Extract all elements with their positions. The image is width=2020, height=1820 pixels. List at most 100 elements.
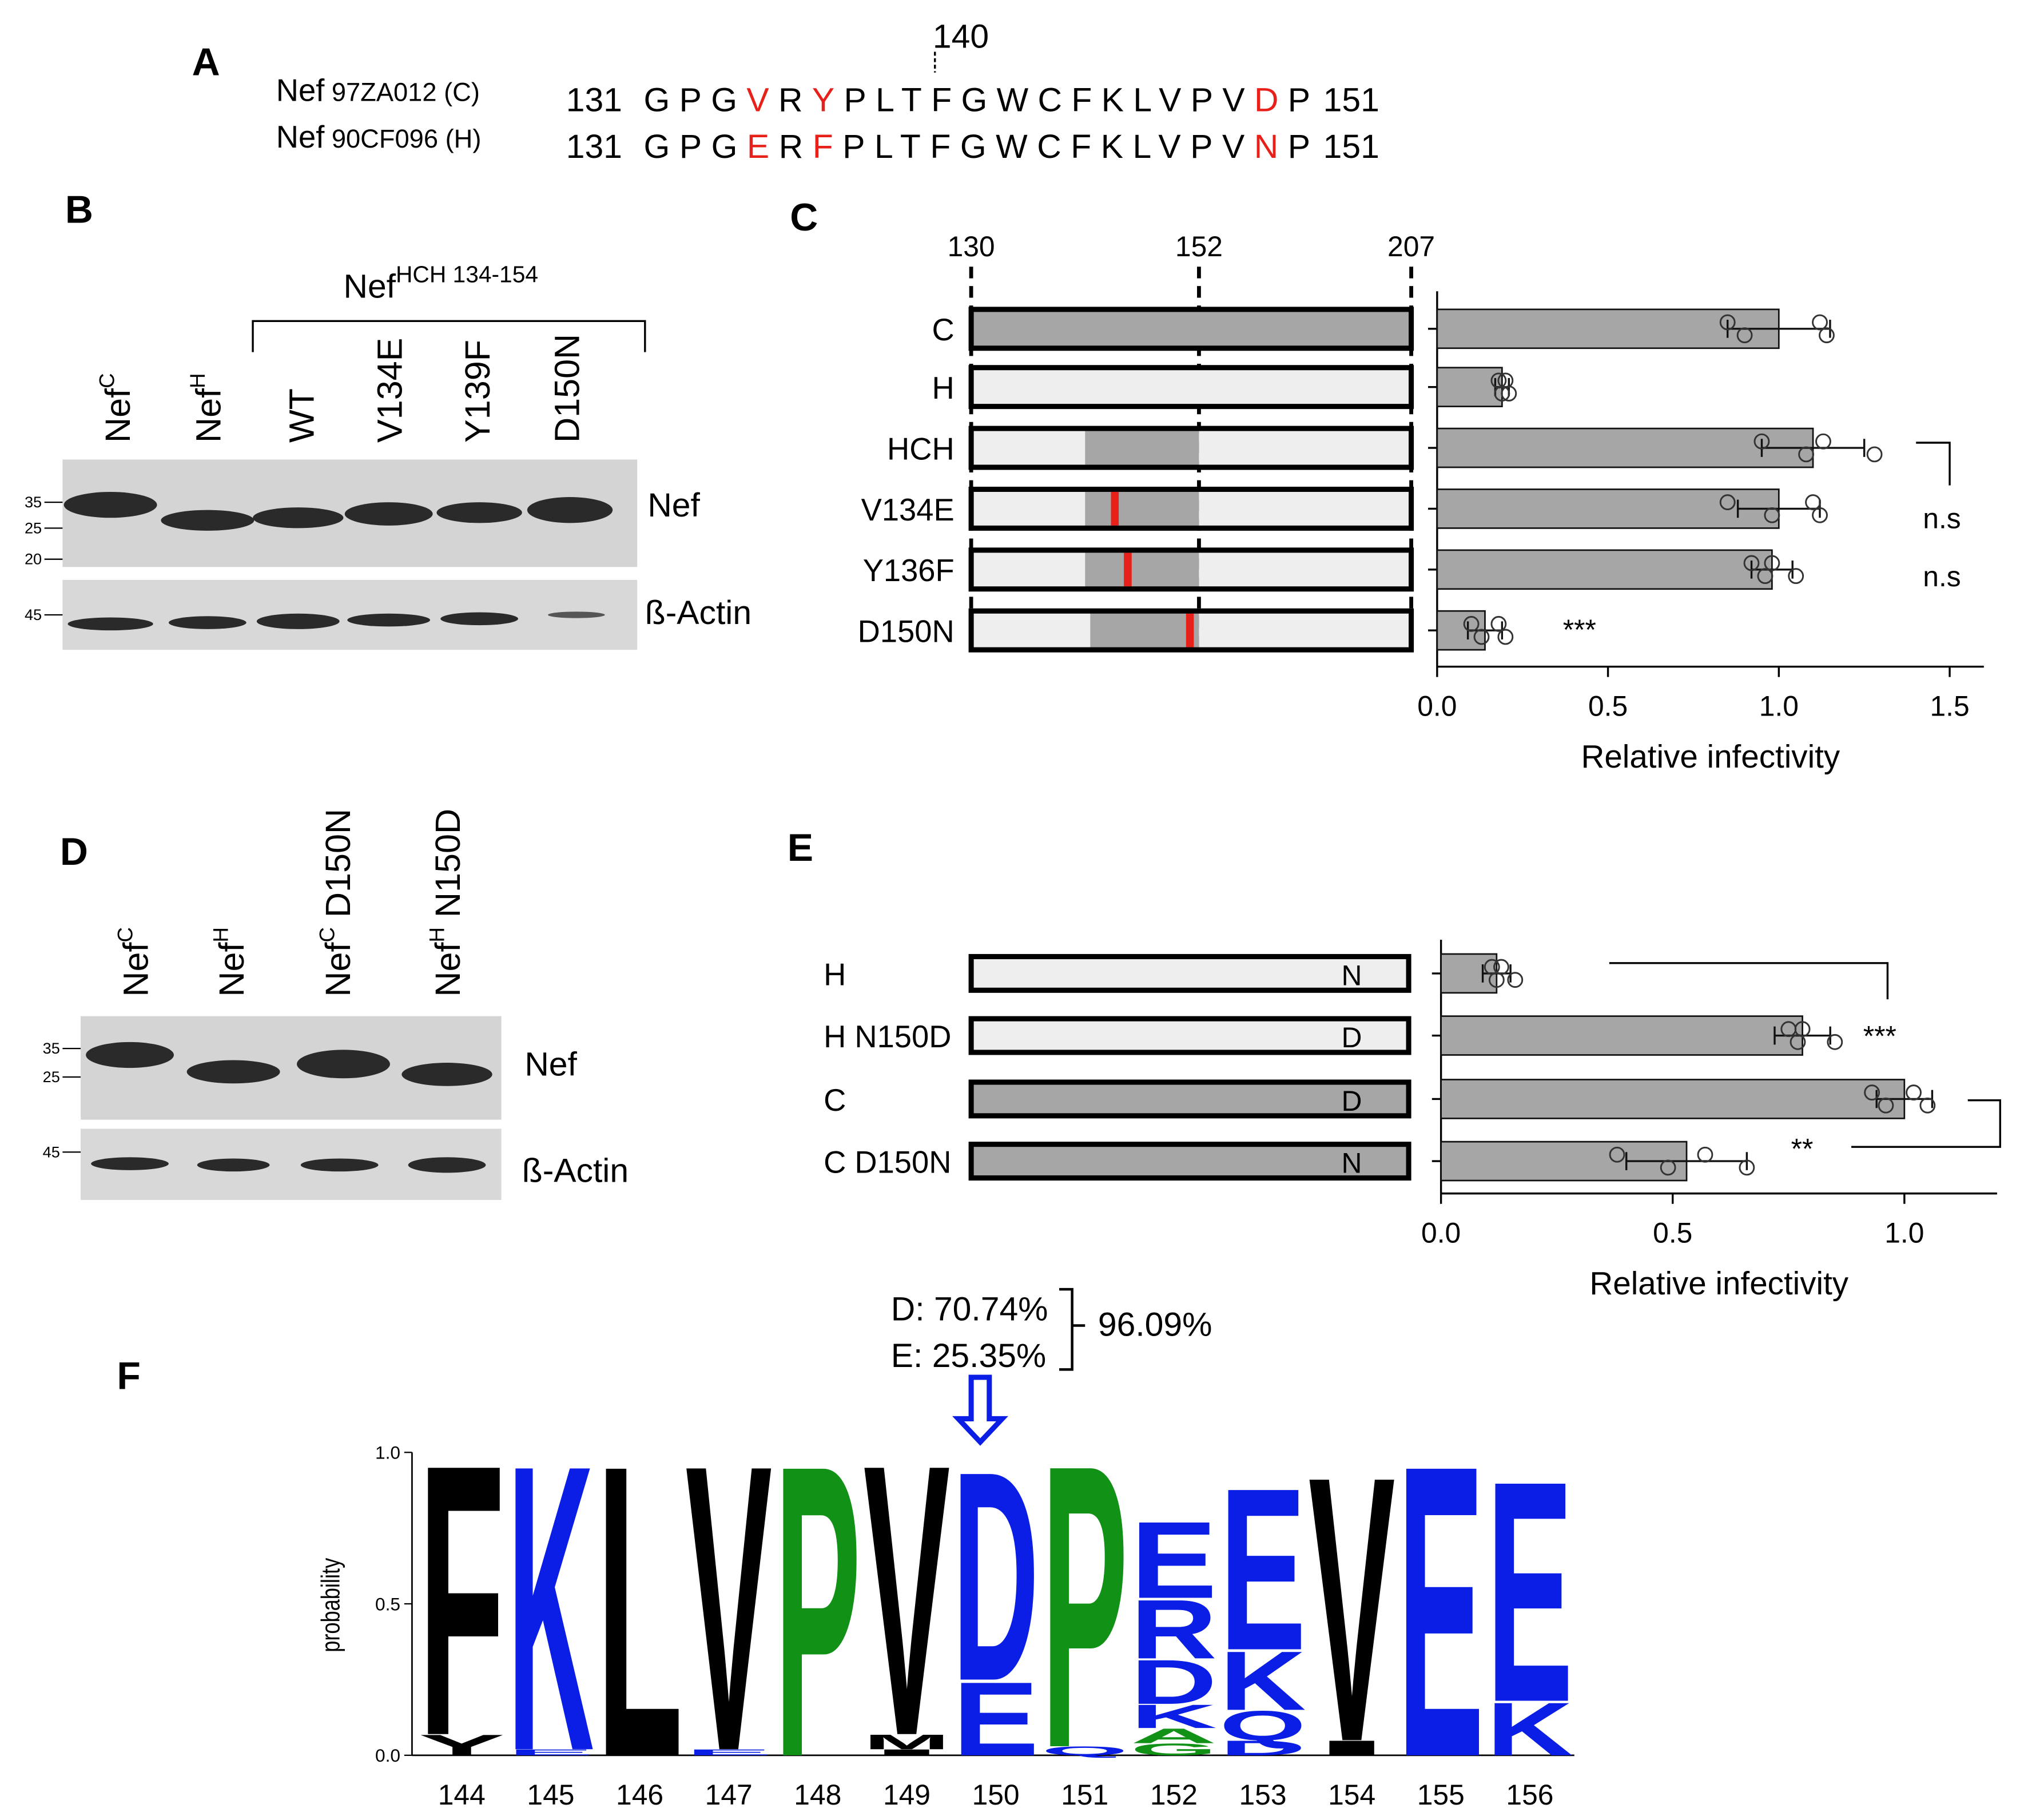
position-label: 152 — [1175, 231, 1223, 263]
arrow — [952, 1374, 1008, 1446]
lane-label: V134E — [370, 338, 409, 443]
data-point — [1864, 1084, 1880, 1101]
data-point — [1660, 1159, 1676, 1176]
construct-segment — [1085, 489, 1199, 528]
lane-sup: H — [426, 927, 449, 942]
data-point — [1757, 568, 1774, 585]
data-point — [1788, 568, 1804, 585]
y-tick-label: 0.5 — [375, 1594, 400, 1614]
residue-run: P — [1288, 128, 1310, 165]
construct-segment — [1199, 428, 1411, 467]
lane-sup: H — [209, 927, 233, 942]
logo-letter: D — [1131, 1647, 1217, 1718]
x-tick-label: 1.5 — [1930, 690, 1969, 722]
data-point — [1743, 555, 1760, 571]
y-tick-label: 1.0 — [375, 1443, 400, 1463]
panel-label: C — [790, 196, 818, 239]
data-point — [1906, 1084, 1922, 1101]
construct-outline — [968, 307, 1414, 351]
residue-run: E — [747, 128, 769, 165]
construct-segment — [1090, 611, 1199, 650]
bracket — [252, 320, 646, 352]
lane-sup: C — [96, 373, 119, 388]
lane-main: Y139F — [458, 340, 497, 443]
construct-segment — [971, 367, 1411, 407]
category-label: Y136F — [863, 553, 955, 588]
mutation-mark — [1124, 553, 1132, 587]
panel-label: E — [788, 826, 813, 869]
x-tick-label: 144 — [438, 1779, 486, 1811]
panel-label: D — [60, 830, 88, 873]
logo-letter: Q — [1219, 1702, 1306, 1749]
lane-label: NefH N150D — [426, 809, 467, 997]
construct-segment — [1199, 489, 1411, 528]
data-point — [1919, 1097, 1936, 1114]
logo-letter: I — [864, 1748, 950, 1757]
x-axis-label: Relative infectivity — [1581, 738, 1840, 774]
lane-label: D150N — [547, 334, 586, 443]
x-tick-label: 0.5 — [1588, 690, 1628, 722]
logo-letter: F — [419, 1384, 505, 1817]
data-point — [1463, 615, 1480, 632]
protein: Nef — [276, 120, 325, 154]
residue-run: GPG — [644, 82, 738, 119]
data-point — [1736, 327, 1753, 344]
lane-main: Nef — [428, 942, 467, 997]
lane-main: Nef — [98, 388, 137, 443]
logo-letter: E — [686, 1748, 772, 1757]
bar — [1440, 1015, 1803, 1056]
data-point — [1878, 1097, 1894, 1114]
seq-end: 151 — [1323, 128, 1379, 165]
construct — [968, 1016, 1411, 1055]
data-point — [1812, 507, 1828, 523]
data-point — [1497, 629, 1514, 645]
residue-run: PLTFGWCFKLVPV — [844, 82, 1245, 119]
logo-letter: D — [953, 1409, 1039, 1743]
construct-outline — [968, 608, 1414, 653]
construct-segment — [1199, 550, 1411, 589]
construct — [968, 1142, 1411, 1181]
data-point — [1819, 327, 1835, 344]
strain: 97ZA012 (C) — [324, 78, 480, 107]
data-point — [1764, 555, 1780, 571]
position-marker: 140 — [933, 18, 989, 55]
residue-run: V — [746, 82, 769, 119]
x-tick-label: 152 — [1150, 1779, 1198, 1811]
protein-label: Nef 97ZA012 (C) — [276, 73, 480, 108]
construct-residue: D — [1341, 1022, 1362, 1054]
construct-residue: N — [1341, 959, 1362, 991]
mw-marker: 35 — [25, 493, 42, 511]
x-tick-label: 156 — [1506, 1779, 1553, 1811]
mutation-mark — [1111, 492, 1119, 526]
residue-run: D — [1254, 82, 1278, 119]
x-tick-label: 151 — [1061, 1779, 1108, 1811]
annotation: n.s — [1923, 502, 1961, 534]
position-label: 207 — [1387, 231, 1435, 263]
sequence: GPG V R Y PLTFGWCFKLVPV D P — [644, 82, 1311, 119]
logo-letter: A — [1131, 1724, 1217, 1747]
x-tick-label: 150 — [972, 1779, 1020, 1811]
data-point — [1490, 615, 1507, 632]
construct-outline — [968, 426, 1414, 470]
lane-main: D150N — [547, 334, 586, 443]
logo-letter: E — [1131, 1499, 1217, 1622]
data-point — [1507, 972, 1524, 988]
mw-marker: 45 — [25, 606, 42, 623]
lane-main: Nef — [117, 942, 156, 997]
panel-label: B — [65, 188, 93, 231]
mw-marker: 45 — [43, 1143, 60, 1161]
logo-letter: Q — [1041, 1744, 1128, 1758]
construct-segment — [971, 489, 1085, 528]
protein: Nef — [276, 73, 325, 108]
lane-main: WT — [282, 388, 321, 443]
x-tick-label: 149 — [883, 1779, 931, 1811]
protein-label: Nef 90CF096 (H) — [276, 120, 482, 154]
construct-residue: D — [1341, 1085, 1362, 1117]
logo-letter: V — [864, 1384, 951, 1817]
x-tick-label: 147 — [705, 1779, 753, 1811]
data-point — [1753, 433, 1770, 450]
significance-bracket — [1609, 962, 1889, 1000]
category-label: D150N — [858, 614, 955, 649]
